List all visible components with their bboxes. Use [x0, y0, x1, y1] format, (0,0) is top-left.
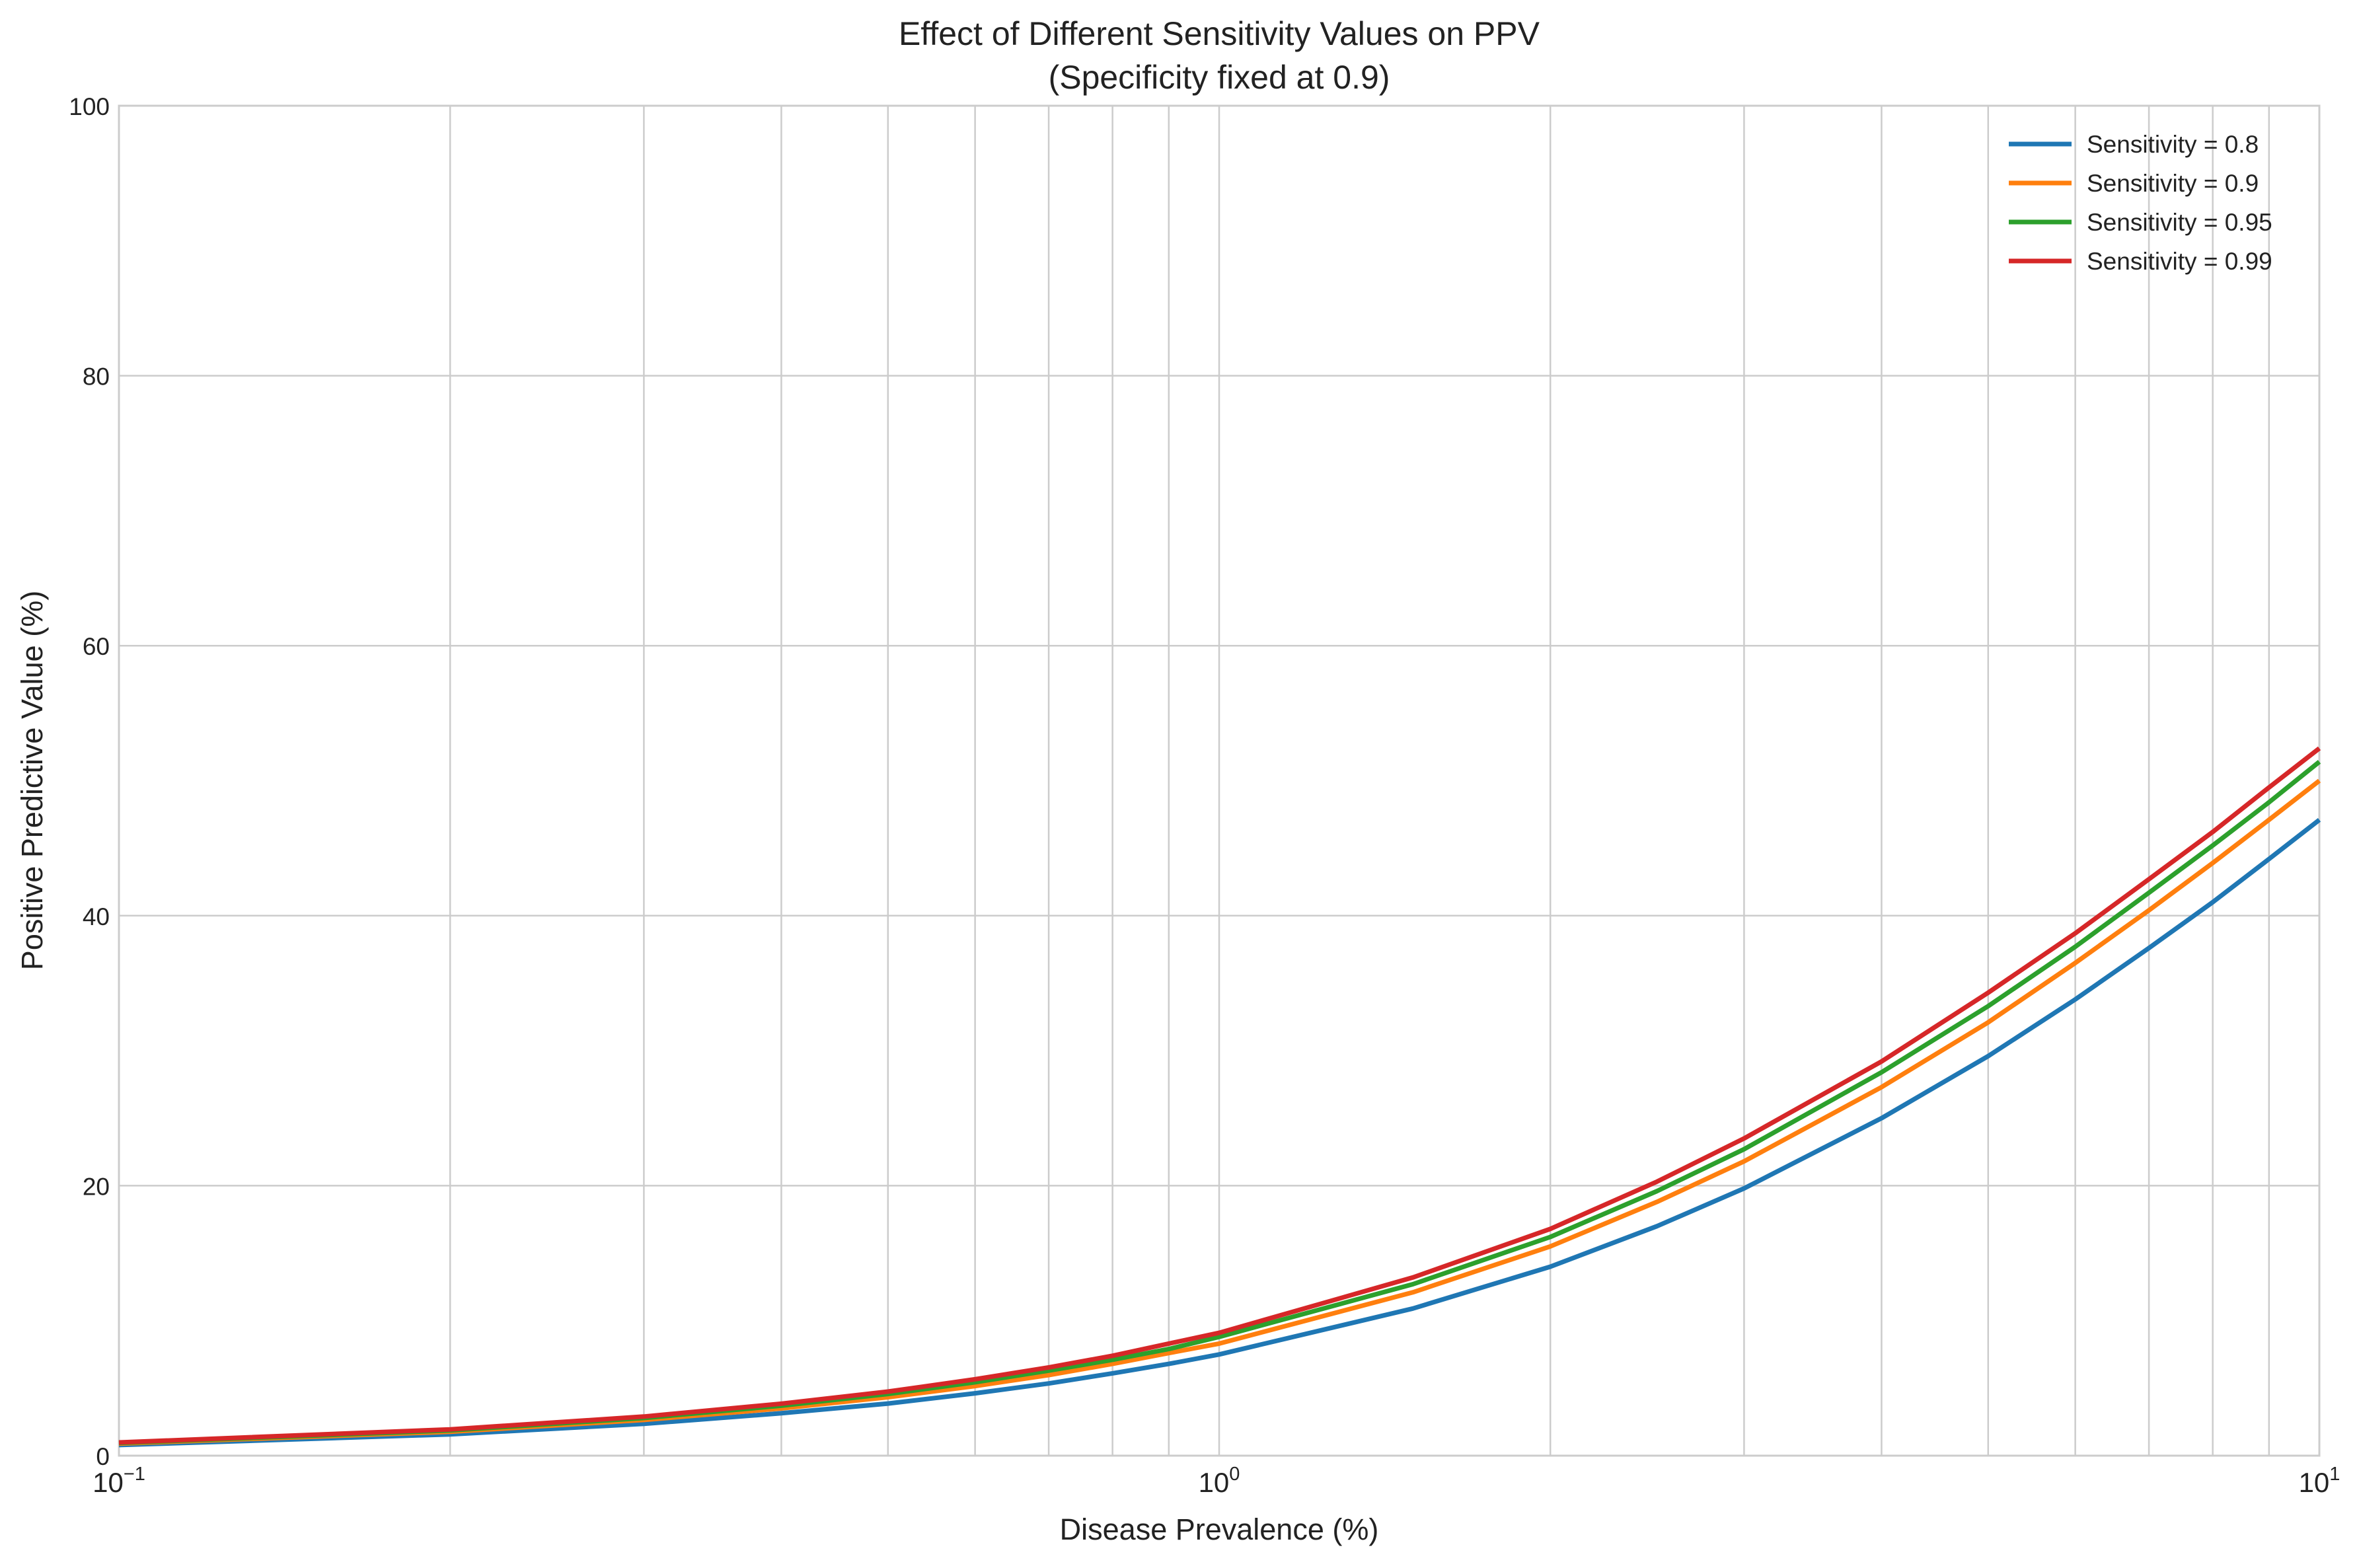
x-tick-label: 101: [2299, 1464, 2340, 1498]
series-lines: [118, 746, 2321, 1448]
series-line-4: [118, 746, 2321, 1445]
x-axis-label: Disease Prevalence (%): [1060, 1512, 1379, 1546]
series-line-2: [118, 778, 2321, 1446]
y-tick-label: 0: [96, 1443, 110, 1470]
y-tick-label: 80: [83, 363, 110, 391]
legend-label-2: Sensitivity = 0.9: [2087, 170, 2259, 197]
chart-title-line2: (Specificity fixed at 0.9): [1049, 59, 1390, 96]
x-tick-label: 10−1: [93, 1464, 145, 1498]
legend-label-1: Sensitivity = 0.8: [2087, 131, 2259, 158]
legend-label-4: Sensitivity = 0.99: [2087, 248, 2272, 275]
y-tick-label: 40: [83, 903, 110, 930]
y-tick-label: 100: [69, 93, 110, 120]
legend: Sensitivity = 0.8 Sensitivity = 0.9 Sensit…: [2009, 131, 2272, 275]
grid: [119, 106, 2319, 1456]
chart-title-line1: Effect of Different Sensitivity Values o…: [899, 15, 1540, 52]
y-tick-label: 20: [83, 1173, 110, 1200]
series-line-1: [118, 817, 2321, 1448]
legend-label-3: Sensitivity = 0.95: [2087, 209, 2272, 236]
y-tick-label: 60: [83, 633, 110, 660]
x-tick-label: 100: [1199, 1464, 1240, 1498]
y-axis-label: Positive Predictive Value (%): [15, 591, 49, 970]
tick-labels: 0 20 40 60 80 100 10−1 100 101: [69, 93, 2340, 1498]
